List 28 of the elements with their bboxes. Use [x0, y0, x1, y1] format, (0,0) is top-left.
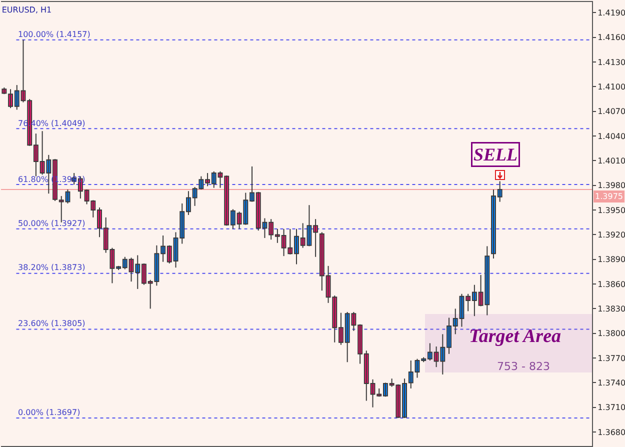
ref-line-label: 23.60% (1.3805) [18, 319, 86, 328]
y-tick-label: 1.3980 [598, 181, 625, 190]
annotation: SELL [474, 144, 518, 164]
y-tick-label: 1.3800 [598, 329, 625, 338]
ref-line-label: 100.00% (1.4157) [18, 30, 90, 39]
ref-line-label: 0.00% (1.3697) [18, 408, 80, 417]
y-tick-label: 1.4190 [598, 8, 625, 18]
y-tick-label: 1.3770 [598, 354, 625, 363]
ref-line-label: 50.00% (1.3927) [18, 219, 86, 228]
y-tick-label: 1.4010 [598, 156, 625, 166]
y-tick-label: 1.3740 [598, 378, 625, 388]
y-tick-label: 1.3830 [598, 304, 625, 314]
y-tick-label: 1.3680 [598, 428, 625, 437]
y-tick-label: 1.4100 [598, 82, 625, 92]
chart-title: EURUSD, H1 [2, 5, 52, 14]
y-tick-label: 1.3710 [598, 403, 625, 412]
ref-line-label: 38.20% (1.3873) [18, 263, 86, 272]
y-tick-label: 1.3860 [598, 280, 625, 289]
y-tick-label: 1.3920 [598, 230, 625, 240]
ref-line-label: 1.3975 [595, 192, 623, 201]
y-tick-label: 1.4040 [598, 132, 625, 141]
y-tick-label: 1.3890 [598, 255, 625, 264]
band-label: Target Area [469, 326, 562, 347]
y-tick-label: 1.4160 [598, 33, 625, 42]
y-tick-label: 1.3950 [598, 206, 625, 215]
annotation: 753 - 823 [497, 360, 550, 373]
y-tick-label: 1.4070 [598, 107, 625, 116]
y-tick-label: 1.4130 [598, 58, 625, 67]
